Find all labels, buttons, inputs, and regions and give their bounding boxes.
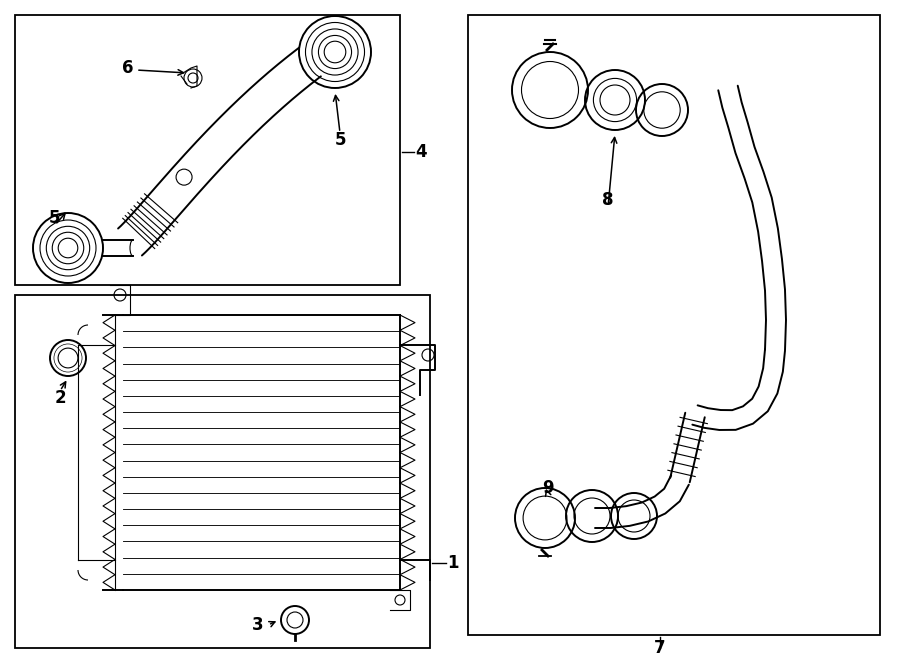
Text: 9: 9 [542,479,554,497]
Bar [15,15,400,285]
Text: 1: 1 [447,554,458,572]
Text: 4: 4 [415,143,427,161]
Text: 6: 6 [122,59,134,77]
Bar [15,295,430,648]
Text: 5: 5 [50,209,61,227]
Text: 3: 3 [252,616,264,634]
Bar [468,15,880,635]
Text: 7: 7 [654,639,666,657]
Text: 2: 2 [54,389,66,407]
Text: 5: 5 [334,131,346,149]
Text: 8: 8 [602,191,614,209]
